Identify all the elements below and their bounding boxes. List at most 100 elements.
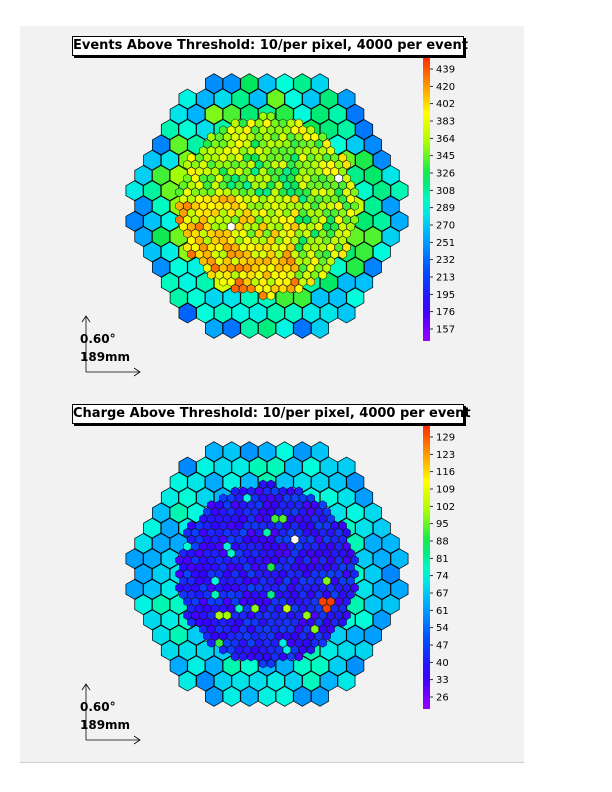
camera-pixel-fine: [215, 146, 224, 156]
colorbar-tick-label: 195: [436, 290, 455, 301]
camera-pixel-fine: [235, 603, 244, 614]
camera-pixel-fine: [251, 153, 260, 163]
camera-pixel-fine: [251, 562, 260, 572]
camera-pixel-fine: [243, 222, 252, 232]
camera-pixel-fine: [223, 215, 232, 225]
camera-pixel-fine: [350, 555, 359, 565]
camera-pixel-fine: [302, 596, 311, 607]
camera-pixel-fine: [254, 256, 264, 266]
camera-pixel-fine: [195, 208, 204, 218]
camera-pixel-fine: [227, 125, 236, 135]
camera-pixel-fine: [286, 256, 295, 266]
camera-pixel-fine: [278, 173, 287, 184]
camera-pixel-large: [178, 302, 197, 324]
camera-pixel-fine: [274, 576, 283, 586]
camera-pixel-fine: [306, 631, 315, 641]
camera-pixel-fine: [239, 215, 248, 225]
camera-pixel-fine: [306, 139, 315, 149]
camera-pixel-fine: [254, 486, 264, 496]
camera-pixel-fine: [322, 548, 331, 558]
camera-pixel-fine: [262, 270, 272, 280]
camera-pixel-large: [169, 256, 188, 278]
camera-pixel-fine: [302, 610, 311, 621]
bottom-frame-line: [20, 762, 524, 763]
camera-pixel-fine: [338, 521, 347, 531]
camera-pixel-fine: [207, 132, 216, 142]
camera-pixel-large: [240, 655, 259, 677]
camera-pixel-fine: [338, 576, 347, 586]
camera-pixel-fine: [286, 284, 295, 294]
camera-pixel-large: [328, 471, 347, 493]
camera-pixel-fine: [322, 576, 331, 586]
camera-pixel-fine: [247, 610, 256, 621]
camera-pixel-fine: [270, 187, 280, 197]
camera-pixel-fine: [258, 222, 268, 232]
camera-pixel-fine: [235, 562, 244, 572]
camera-pixel-fine: [326, 242, 335, 253]
camera-pixel-fine: [207, 610, 216, 621]
camera-pixel-fine: [274, 603, 283, 614]
camera-pixel-fine: [306, 125, 315, 135]
colorbar-tick-label: 270: [436, 221, 455, 232]
camera-pixel-fine: [247, 555, 256, 565]
camera-pixel-large: [240, 73, 259, 94]
camera-pixel-fine: [318, 596, 327, 607]
camera-pixel-fine: [278, 201, 287, 211]
camera-pixel-fine: [203, 617, 212, 627]
camera-pixel-fine: [286, 555, 295, 565]
camera-pixel-fine: [231, 256, 240, 266]
colorbar: 439 420 402 383 364 345 326 308 289 270 251 232 213 1…: [423, 57, 455, 341]
camera-pixel-fine: [235, 194, 244, 204]
camera-pixel-fine: [258, 263, 268, 273]
camera-pixel-fine: [266, 125, 276, 135]
camera-pixel-fine: [266, 208, 276, 218]
camera-pixel-large: [346, 165, 365, 186]
camera-pixel-fine: [302, 270, 311, 280]
camera-pixel-fine: [227, 166, 236, 177]
camera-pixel-fine: [274, 153, 283, 163]
camera-pixel-fine: [243, 235, 252, 246]
camera-pixel-fine: [282, 534, 291, 545]
camera-pixel-fine: [254, 652, 264, 662]
camera-pixel-fine: [290, 194, 299, 204]
camera-pixel-fine: [306, 521, 315, 531]
camera-pixel-large: [293, 686, 312, 707]
camera-pixel-fine: [322, 153, 331, 163]
camera-pixel-fine: [302, 242, 311, 253]
camera-pixel-fine: [215, 583, 224, 593]
camera-pixel-fine: [227, 631, 236, 641]
camera-pixel-large: [205, 318, 223, 339]
camera-pixel-fine: [286, 187, 295, 197]
camera-pixel-fine: [179, 576, 188, 586]
camera-pixel-large: [249, 302, 268, 324]
events-chart-title: Events Above Threshold: 10/per pixel, 40…: [72, 36, 468, 56]
camera-pixel-fine: [302, 527, 311, 538]
colorbar-tick-label: 67: [436, 589, 449, 600]
colorbar-tick-label: 40: [436, 658, 449, 669]
camera-pixel-fine: [223, 638, 232, 648]
camera-pixel-fine: [290, 534, 299, 545]
colorbar-tick-label: 109: [436, 485, 455, 496]
camera-pixel-fine: [219, 576, 228, 586]
camera-pixel-fine: [294, 242, 303, 253]
camera-pixel-fine: [294, 187, 303, 197]
camera-pixel-fine: [262, 500, 272, 510]
camera-pixel-fine: [262, 187, 272, 197]
camera-pixel-fine: [203, 166, 212, 177]
camera-pixel-large: [381, 533, 400, 554]
camera-pixel-fine: [310, 146, 319, 156]
camera-pixel-fine: [199, 173, 208, 184]
camera-pixel-fine: [211, 603, 220, 614]
camera-pixel-fine: [239, 256, 248, 266]
camera-pixel-fine: [350, 187, 359, 197]
camera-pixel-fine: [338, 235, 347, 246]
camera-pixel-fine: [227, 194, 236, 204]
camera-pixel-fine: [247, 118, 256, 128]
camera-pixel-fine: [286, 201, 295, 211]
camera-pixel-fine: [243, 180, 252, 190]
camera-pixel-fine: [215, 173, 224, 184]
camera-pixel-fine: [251, 645, 260, 655]
camera-pixel-fine: [219, 235, 228, 246]
camera-pixel-fine: [235, 180, 244, 190]
camera-pixel-large: [319, 88, 338, 110]
